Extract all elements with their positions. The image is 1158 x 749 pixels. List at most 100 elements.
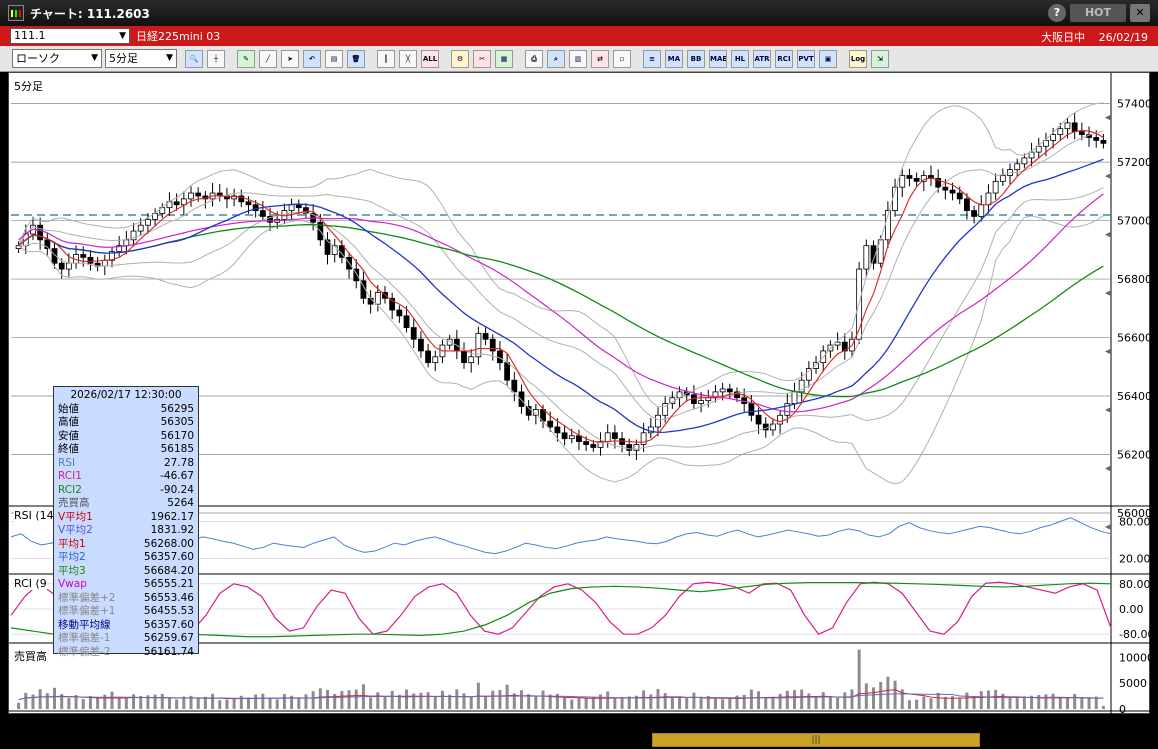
compare-icon[interactable]: ⇄ — [591, 49, 609, 68]
toolbar: ローソク ▼ 5分足 ▼ 🔍 ┼ ✎ ╱ ➤ ↶ ▤ 🗑 ┃ ╳ ALL ⚙ ✂… — [0, 46, 1158, 72]
info-row: 平均3 56684.20 — [58, 565, 194, 579]
volume-bar — [519, 690, 523, 709]
main-panel-label: 5分足 — [14, 78, 43, 94]
candle-body — [130, 230, 137, 241]
rsi-tick-label: 20.00 — [1119, 553, 1151, 566]
volume-bar — [649, 694, 653, 709]
chart-area[interactable]: 57400 57200 57000 56800 56600 56400 56200 56000… — [8, 72, 1151, 729]
chart-canvas[interactable]: 57400 57200 57000 56800 56600 56400 56200 56000… — [9, 73, 1151, 733]
search-chart-icon[interactable]: ⌕ — [547, 49, 565, 68]
interval-select[interactable]: 5分足 ▼ — [105, 49, 177, 68]
volume-tick-label: 10000 — [1119, 651, 1151, 664]
candle-body — [403, 315, 410, 328]
info-label: RCI1 — [58, 470, 82, 482]
volume-bar — [843, 692, 847, 709]
print-icon[interactable]: ⎙ — [525, 49, 543, 68]
tick-marker — [1105, 231, 1111, 238]
info-row: 移動平均線 56357.60 — [58, 619, 194, 633]
candle-body — [101, 259, 108, 267]
log-button[interactable]: Log — [849, 49, 867, 68]
candle-body — [870, 245, 877, 264]
info-value: 27.78 — [163, 456, 194, 469]
volume-bar — [369, 697, 373, 709]
volume-bar — [555, 693, 559, 709]
candle-body — [597, 441, 604, 448]
candle-icon[interactable]: ┃ — [377, 49, 395, 68]
info-label: 売買高 — [58, 497, 90, 509]
candle-body — [331, 245, 338, 255]
tick-marker — [1105, 290, 1111, 297]
hl-button[interactable]: HL — [731, 49, 749, 68]
note-icon[interactable]: ▤ — [325, 49, 343, 68]
undo-icon[interactable]: ↶ — [303, 49, 321, 68]
volume-bar — [541, 690, 545, 709]
candle-remove-icon[interactable]: ╳ — [399, 49, 417, 68]
window-icon[interactable]: ▣ — [819, 49, 837, 68]
grid-icon[interactable]: ▥ — [569, 49, 587, 68]
export-icon[interactable]: ⇲ — [871, 49, 889, 68]
candle-body — [410, 327, 417, 340]
color-palette-icon[interactable]: ▦ — [495, 49, 513, 68]
mae-button[interactable]: MAE — [709, 49, 727, 68]
close-button[interactable]: ✕ — [1130, 4, 1150, 22]
hot-button[interactable]: HOT — [1070, 4, 1126, 22]
candle-body — [971, 210, 977, 217]
bb-button[interactable]: BB — [687, 49, 705, 68]
candle-body — [1050, 134, 1057, 141]
pvt-button[interactable]: PVT — [797, 49, 815, 68]
indicator-icon[interactable]: ≡ — [643, 49, 661, 68]
candle-body — [640, 432, 647, 445]
info-row: 終値 56185 — [58, 443, 194, 457]
ma2-line — [18, 158, 1104, 434]
rci-button[interactable]: RCI — [775, 49, 793, 68]
crosshair-icon[interactable]: ┼ — [207, 49, 225, 68]
volume-bar — [139, 695, 143, 709]
volume-bar — [1022, 696, 1026, 709]
candle-body — [755, 414, 762, 425]
pen-icon[interactable]: ✎ — [237, 49, 255, 68]
market-status: 大阪日中 — [1041, 31, 1086, 44]
rci-tick-label: 0.00 — [1119, 603, 1144, 616]
volume-bar — [246, 697, 250, 709]
ma-button[interactable]: MA — [665, 49, 683, 68]
x-axis-label: 10 — [462, 716, 476, 729]
cursor-icon[interactable]: ➤ — [281, 49, 299, 68]
rci-tick-label: 80.00 — [1119, 578, 1151, 591]
scrollbar-thumb[interactable]: ||| — [652, 733, 980, 747]
zoom-icon[interactable]: 🔍 — [185, 49, 203, 68]
volume-bar — [254, 694, 258, 709]
volume-bar — [81, 699, 85, 709]
trash-icon[interactable]: 🗑 — [347, 49, 365, 68]
candle-body — [87, 256, 94, 264]
volume-bar — [663, 693, 667, 709]
candle-body — [295, 204, 302, 209]
line-tool-icon[interactable]: ╱ — [259, 49, 277, 68]
volume-bar — [1087, 697, 1091, 709]
candle-body — [726, 388, 733, 393]
volume-bar — [972, 696, 976, 709]
blank-icon[interactable]: ▫ — [613, 49, 631, 68]
volume-bar — [1001, 693, 1005, 709]
candle-body — [626, 444, 633, 451]
candle-body — [949, 189, 956, 194]
volume-bar — [886, 676, 890, 709]
volume-bar — [448, 694, 452, 709]
atr-button[interactable]: ATR — [753, 49, 771, 68]
tools-icon[interactable]: ✂ — [473, 49, 491, 68]
time-scrollbar[interactable]: ||| — [0, 731, 1158, 749]
volume-bar — [943, 696, 947, 709]
candle-body — [1028, 151, 1035, 159]
help-button[interactable]: ? — [1048, 4, 1066, 22]
symbol-code-select[interactable]: 111.1 ▼ — [10, 28, 130, 44]
settings-gear-icon[interactable]: ⚙ — [451, 49, 469, 68]
candle-body — [633, 444, 640, 451]
candle-body — [245, 201, 252, 206]
info-value: 56295 — [160, 402, 194, 415]
tick-marker — [1105, 348, 1111, 355]
candle-body — [37, 224, 44, 241]
candle-body — [568, 435, 575, 440]
chart-type-select[interactable]: ローソク ▼ — [12, 49, 102, 68]
candle-body — [518, 391, 525, 407]
all-clear-icon[interactable]: ALL — [421, 49, 439, 68]
volume-tick-label: 5000 — [1119, 677, 1147, 690]
